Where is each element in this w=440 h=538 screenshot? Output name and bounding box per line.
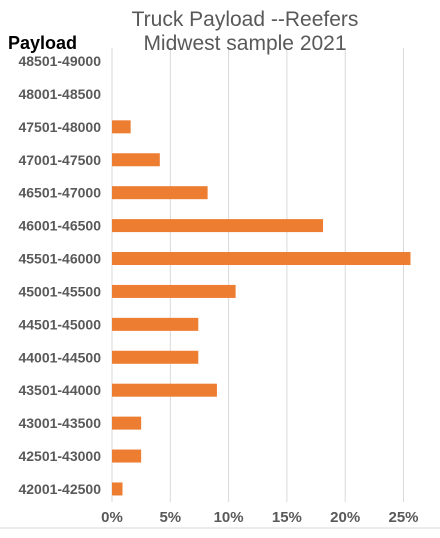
bar-46501-47000 [112, 186, 208, 200]
category-label: 48001-48500 [18, 86, 101, 102]
category-label: 47001-47500 [18, 152, 101, 168]
bar-45501-46000 [112, 252, 411, 266]
bar-45001-45500 [112, 284, 236, 298]
x-tick-label: 15% [272, 509, 302, 526]
bar-43001-43500 [112, 416, 142, 430]
y-axis-title: Payload [8, 33, 77, 53]
x-tick-label: 20% [330, 509, 360, 526]
category-label: 42001-42500 [18, 481, 101, 497]
bar-43501-44000 [112, 383, 217, 397]
category-label: 43001-43500 [18, 415, 101, 431]
category-label: 44501-45000 [18, 316, 101, 332]
category-label: 46001-46500 [18, 218, 101, 234]
category-label: 47501-48000 [18, 119, 101, 135]
bar-44001-44500 [112, 350, 199, 364]
category-label: 44001-44500 [18, 349, 101, 365]
chart-subtitle: Midwest sample 2021 [143, 32, 346, 55]
bar-47001-47500 [112, 153, 160, 167]
category-label: 45001-45500 [18, 283, 101, 299]
category-label: 45501-46000 [18, 251, 101, 267]
bars [112, 120, 411, 496]
category-label: 42501-43000 [18, 448, 101, 464]
x-tick-label: 25% [388, 509, 418, 526]
x-tick-label: 0% [101, 509, 123, 526]
category-label: 48501-49000 [18, 53, 101, 69]
category-labels: 48501-49000 48001-48500 47501-48000 47001-4… [18, 53, 101, 497]
bar-42001-42500 [112, 482, 123, 496]
x-tick-label: 5% [159, 509, 181, 526]
bar-47501-48000 [112, 120, 131, 134]
bar-44501-45000 [112, 317, 199, 331]
category-label: 43501-44000 [18, 382, 101, 398]
x-tick-labels: 0% 5% 10% 15% 20% 25% [101, 509, 418, 526]
category-label: 46501-47000 [18, 185, 101, 201]
bar-46001-46500 [112, 219, 324, 233]
bar-42501-43000 [112, 449, 142, 463]
chart-title: Truck Payload --Reefers [132, 8, 359, 31]
gridlines [111, 48, 404, 502]
x-tick-label: 10% [214, 509, 244, 526]
